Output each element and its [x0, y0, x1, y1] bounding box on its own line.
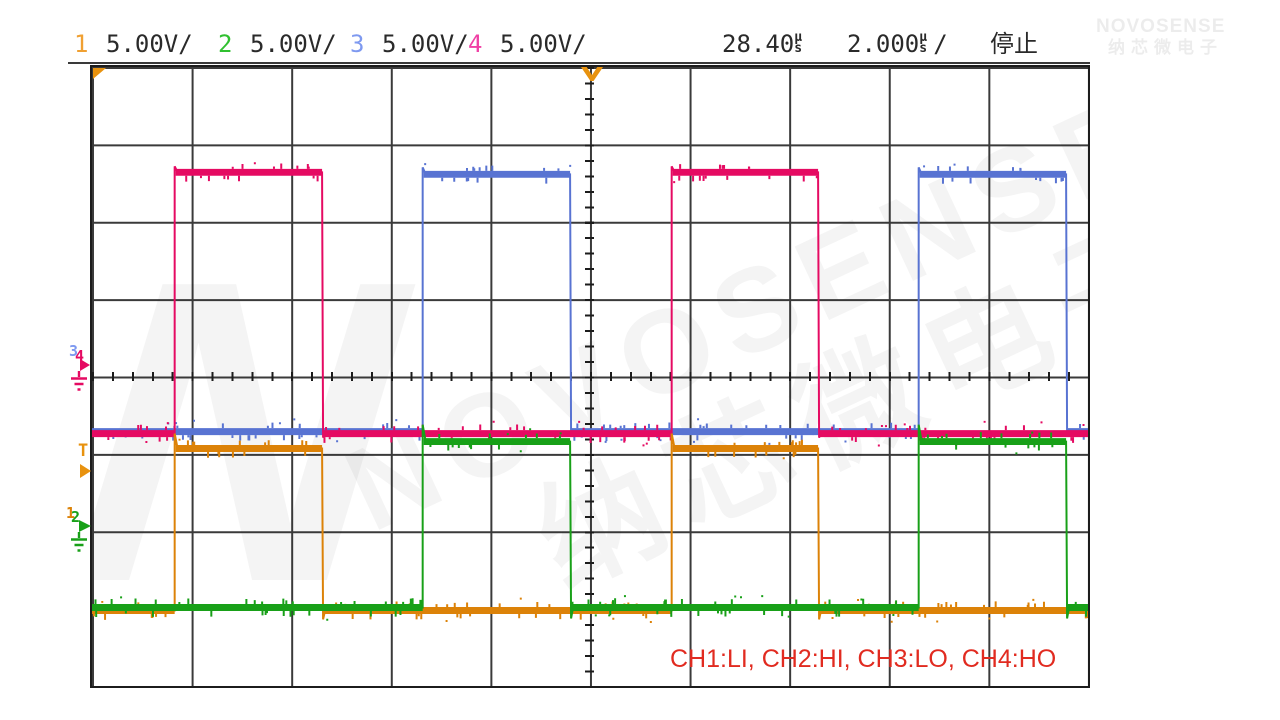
waveform-layer — [92, 162, 1088, 624]
ground-icon — [71, 532, 87, 552]
trace-ch1-bands — [92, 445, 1088, 614]
trace-ch4-bands — [92, 168, 1088, 438]
trace-ch3-bands — [92, 170, 1088, 436]
trace-ch2-noise — [94, 428, 1088, 621]
trigger-arrow-icon — [80, 464, 91, 478]
ground-arrow-icon — [80, 359, 90, 371]
trigger-marker-label: T — [78, 441, 89, 461]
trace-ch1-noise — [92, 438, 1088, 624]
corner-marker-icon — [93, 68, 106, 79]
ground-marker-ch1-ch2: 1 2 — [64, 506, 94, 562]
trace-ch4-noise — [107, 162, 1085, 447]
trigger-level-marker: T — [78, 441, 98, 486]
trace-ch3-edges — [92, 166, 1088, 437]
ch4-number: 4 — [468, 30, 483, 58]
ground-marker-ch3-ch4: 3 4 — [66, 344, 94, 400]
ch2-marker-label: 2 — [71, 508, 81, 526]
waveform-grid: N NOVOSENSE 纳芯微电子 CH1:LI, CH2:HI, CH3:LO… — [90, 65, 1090, 688]
ch4-marker-label: 4 — [75, 347, 85, 365]
ch1-marker-label: 1 — [66, 504, 76, 522]
ch2-number: 2 — [218, 30, 233, 58]
ch3-number: 3 — [350, 30, 365, 58]
run-state-readout: 停止 — [990, 30, 1038, 58]
trace-ch3-noise — [112, 163, 1085, 445]
timebase-readout: 2.000 µ s / — [847, 30, 948, 58]
ch1-scale: 5.00V/ — [106, 30, 193, 58]
ch1-number: 1 — [74, 30, 89, 58]
ch3-marker-label: 3 — [69, 342, 79, 360]
ch4-scale: 5.00V/ — [500, 30, 587, 58]
trace-ch1-edges — [92, 433, 1088, 620]
trace-ch2-bands — [92, 438, 1088, 611]
trace-ch4-edges — [92, 165, 1088, 439]
delay-readout: 28.40 µ s — [722, 31, 808, 57]
ch3-scale: 5.00V/ — [382, 30, 469, 58]
ground-arrow-icon — [79, 520, 91, 532]
header-divider — [68, 62, 1090, 64]
corner-watermark: NOVOSENSE 纳芯微电子 — [1096, 16, 1226, 57]
trace-ch2-edges — [92, 424, 1088, 619]
channel-annotation: CH1:LI, CH2:HI, CH3:LO, CH4:HO — [670, 645, 1057, 673]
ground-icon — [71, 371, 87, 391]
ch2-scale: 5.00V/ — [250, 30, 337, 58]
voltage-axis-minor-ticks — [585, 67, 594, 686]
